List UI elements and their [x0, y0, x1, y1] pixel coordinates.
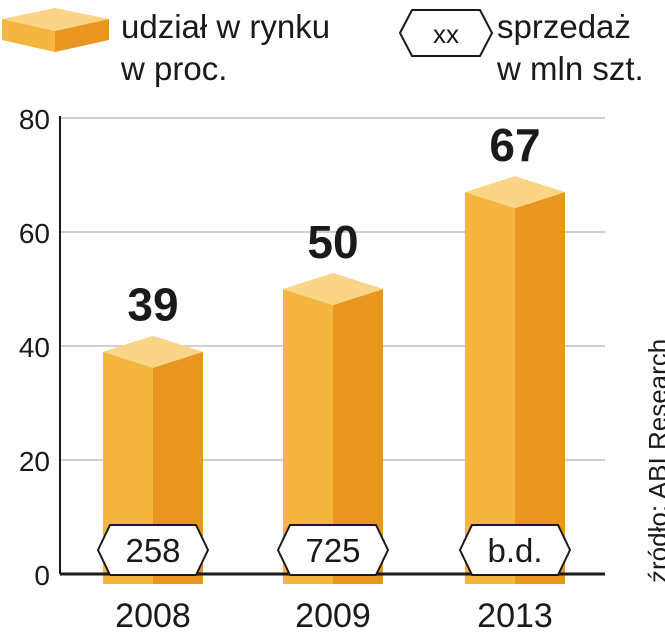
sales-badge — [458, 524, 572, 576]
legend: udział w rynku w proc. xx sprzedaż w mln… — [0, 0, 665, 95]
y-tick-label: 0 — [34, 560, 50, 591]
bar-value-label: 50 — [307, 216, 358, 268]
y-tick-label: 20 — [19, 446, 50, 477]
y-tick-label: 40 — [19, 332, 50, 363]
bar-value-label: 67 — [489, 119, 540, 171]
bar-top — [283, 273, 383, 305]
x-tick-label: 2009 — [295, 597, 371, 635]
bar-top — [465, 176, 565, 209]
x-tick-label: 2008 — [115, 597, 191, 635]
legend-sales-line2: w mln szt. — [497, 50, 644, 87]
sales-badge — [96, 524, 210, 576]
legend-sales-line1: sprzedaż — [497, 8, 631, 45]
sales-badge-label: b.d. — [487, 532, 542, 569]
legend-share-line1: udział w rynku — [121, 8, 331, 45]
bar-side — [333, 289, 383, 584]
bar-front — [283, 289, 333, 584]
bar-side — [515, 192, 565, 584]
y-tick-label: 80 — [19, 104, 50, 135]
sales-legend-symbol: xx — [433, 19, 459, 49]
sales-badge-label: 258 — [125, 532, 180, 569]
legend-share-line2: w proc. — [121, 50, 228, 87]
y-tick-label: 60 — [19, 218, 50, 249]
source-note: źródło: ABI Research — [643, 338, 665, 583]
bar-front — [465, 192, 515, 584]
bar-top — [103, 335, 203, 368]
sales-badge-label: 725 — [305, 532, 360, 569]
x-tick-label: 2013 — [477, 597, 553, 635]
sales-badge — [276, 524, 390, 576]
sales-legend-badge: xx — [398, 9, 494, 57]
bar-value-label: 39 — [127, 279, 178, 331]
market-share-legend-icon — [2, 8, 109, 52]
